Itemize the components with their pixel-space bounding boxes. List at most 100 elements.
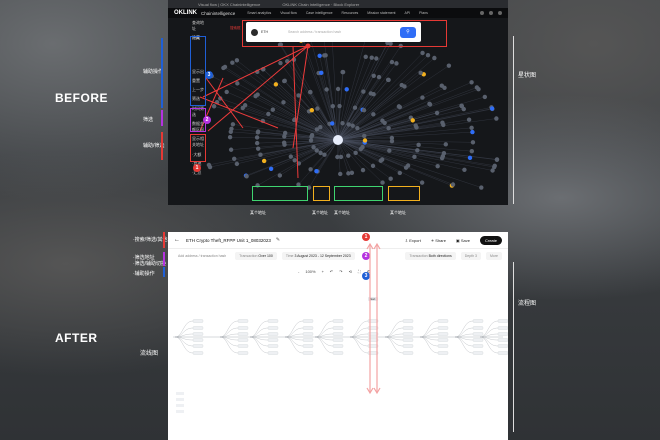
hub-node	[333, 135, 343, 145]
search-icon[interactable]	[480, 11, 484, 15]
flow-edge	[219, 327, 239, 338]
tool-related-address[interactable]: 显示相关地址	[192, 136, 204, 147]
address-search-input[interactable]: Add address / transaction hash	[178, 254, 227, 258]
redo-icon[interactable]: ↷	[339, 269, 343, 274]
before-range-line	[513, 36, 514, 204]
graph-edge	[272, 109, 339, 141]
flow-node	[176, 392, 184, 395]
edit-icon[interactable]: ✎	[275, 237, 281, 243]
save-button[interactable]: ▣ Save	[455, 237, 470, 243]
flow-node	[437, 326, 449, 330]
star-graph[interactable]	[168, 18, 508, 205]
after-note-aux: ·辅助操作	[133, 271, 155, 277]
address-node	[254, 135, 260, 140]
graph-edge	[308, 111, 339, 141]
tool-undo[interactable]: 上一步	[192, 87, 204, 92]
chain-selector[interactable]: ETH	[261, 30, 268, 34]
graph-edge	[283, 102, 339, 141]
tool-large[interactable]: ·大额	[192, 152, 202, 157]
flow-edge	[314, 333, 334, 338]
graph-edge	[318, 73, 339, 141]
before-bar-blue	[161, 38, 163, 108]
nav-item[interactable]: Smart analytics	[247, 11, 272, 15]
graph-edge	[337, 72, 421, 141]
flow-node	[176, 410, 184, 413]
depth-filter[interactable]: Depth 3	[460, 252, 482, 260]
nav-item[interactable]: Visual flow	[280, 11, 297, 15]
nav-item[interactable]: Resources	[341, 11, 359, 15]
address-node	[228, 147, 234, 152]
flow-edge	[384, 327, 404, 338]
export-button[interactable]: ⇩ Export	[404, 237, 421, 243]
nav-item[interactable]: Mission statement	[367, 11, 396, 15]
nav-item[interactable]: Case intelligence	[305, 11, 333, 15]
tool-show[interactable]: 显示出	[192, 69, 204, 74]
time-filter[interactable]: Time 3 August 2023 - 12 September 2023	[281, 252, 355, 260]
address-node	[387, 148, 392, 153]
graph-edge	[208, 139, 339, 166]
reset-icon[interactable]: ⟲	[348, 269, 352, 274]
address-node	[282, 134, 287, 139]
browser-tab[interactable]: Visual flow | OKX Chainintelligence	[198, 1, 261, 7]
flow-node	[437, 344, 449, 348]
graph-edge	[317, 139, 339, 172]
tool-other[interactable]: ·其他	[192, 161, 206, 167]
direction-filter[interactable]: Transaction Both directions	[405, 252, 456, 260]
oklink-logo[interactable]: OKLINK	[174, 10, 197, 16]
eth-chain-icon[interactable]	[251, 28, 258, 36]
address-node	[360, 167, 366, 173]
address-node	[369, 55, 374, 60]
tool-hide[interactable]: 隐藏	[192, 35, 200, 40]
undo-icon[interactable]: ↶	[329, 269, 334, 274]
back-arrow-icon[interactable]: ←	[174, 237, 180, 243]
flow-node	[267, 326, 279, 330]
graph-edge	[337, 63, 397, 141]
flow-node	[402, 351, 414, 355]
transaction-filter[interactable]: Transaction Over 100	[235, 252, 277, 260]
zoom-in-button[interactable]: +	[321, 269, 324, 274]
browser-tab[interactable]: OKLINK Chain Intelligence · Block Explor…	[282, 1, 360, 7]
canvas-toolbar: - 100% + ↶ ↷ ⟲ ⛶ ⚙	[298, 269, 370, 274]
graph-edge	[337, 106, 399, 141]
address-caption: 某个地址	[250, 210, 266, 215]
nav-item[interactable]: API	[404, 11, 411, 15]
tool-summary[interactable]: ·汇总	[192, 170, 202, 175]
flow-node	[302, 351, 314, 355]
before-bar-pink	[161, 110, 163, 126]
after-note-search: ·搜索/筛选/其他	[133, 237, 168, 243]
address-node	[494, 157, 500, 162]
tool-filter[interactable]: 筛选	[192, 96, 200, 101]
flow-graph[interactable]: Start	[168, 282, 508, 440]
flow-node	[237, 319, 249, 323]
search-input[interactable]: Search address / transaction hash	[288, 30, 342, 34]
tool-amount-range[interactable]: 数据金额区间	[192, 121, 204, 132]
language-icon[interactable]	[489, 11, 493, 15]
tool-reset[interactable]: 重置	[192, 78, 200, 83]
graph-edge	[337, 127, 472, 141]
flow-node	[237, 344, 249, 348]
address-node	[255, 146, 261, 151]
address-node	[374, 56, 379, 61]
search-button[interactable]: ⚲	[400, 26, 416, 38]
share-button[interactable]: ⚭ Share	[430, 237, 446, 243]
more-menu[interactable]: More	[486, 252, 502, 260]
user-icon[interactable]	[498, 11, 502, 15]
fullscreen-icon[interactable]: ⛶	[358, 269, 361, 274]
tool-query-address[interactable]: 查询地址	[192, 20, 204, 31]
settings-icon[interactable]: ⚙	[366, 269, 371, 274]
address-node	[282, 130, 288, 136]
graph-edge	[337, 57, 372, 141]
graph-edge	[287, 61, 339, 141]
create-button[interactable]: Create	[479, 235, 502, 245]
nav-item[interactable]: Plans	[419, 11, 428, 15]
flow-edge	[219, 336, 239, 347]
flow-edge	[219, 336, 239, 354]
address-node	[389, 139, 395, 144]
address-node	[469, 148, 475, 154]
search-box-highlight	[242, 20, 447, 47]
graph-edge	[237, 83, 339, 141]
vertical-range-arrows	[366, 242, 381, 395]
address-node	[466, 117, 472, 122]
zoom-out-button[interactable]: -	[298, 269, 300, 274]
address-node	[244, 174, 249, 179]
